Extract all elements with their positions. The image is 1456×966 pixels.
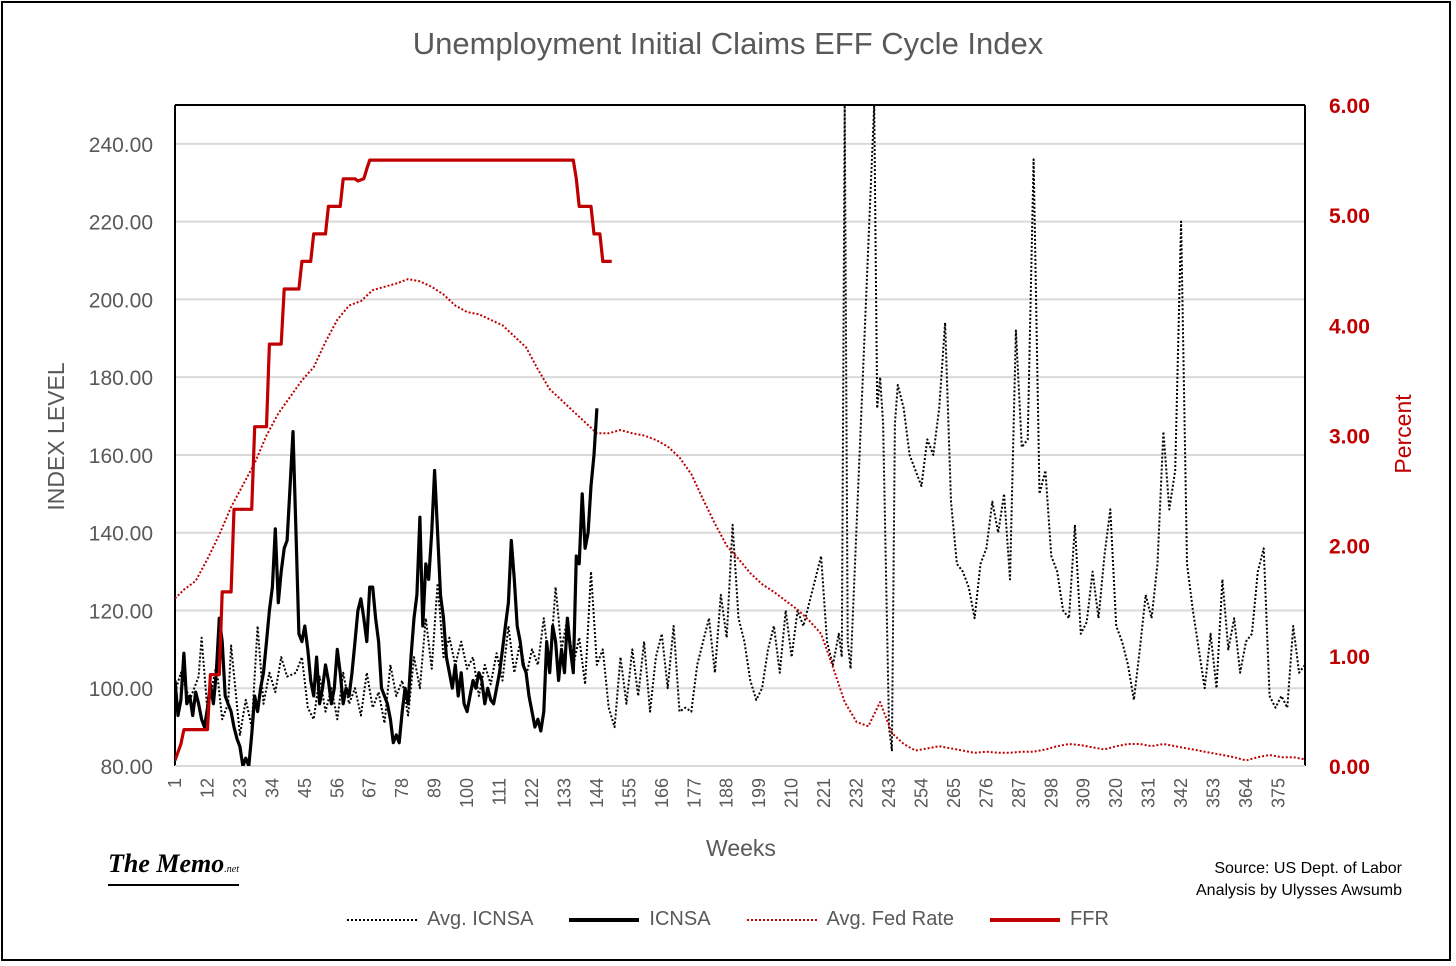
y-tick-label-left: 200.00	[89, 289, 153, 312]
x-tick-label: 210	[782, 778, 802, 808]
y-tick-label-right: 3.00	[1329, 426, 1370, 449]
x-tick-label: 254	[911, 778, 931, 808]
legend-swatch	[569, 917, 640, 922]
legend-item: Avg. ICNSA	[347, 908, 533, 931]
x-tick-label: 67	[360, 778, 380, 798]
x-tick-label: 177	[684, 778, 704, 808]
x-tick-label: 232	[847, 778, 867, 808]
memo-logo-suffix: .net	[224, 864, 239, 875]
x-tick-label: 122	[522, 778, 542, 808]
legend-label: Avg. Fed Rate	[826, 908, 955, 930]
source-line-2: Analysis by Ulysses Awsumb	[1196, 882, 1402, 899]
legend-label: FFR	[1070, 908, 1109, 930]
source-note: Source: US Dept. of Labor Analysis by Ul…	[1196, 858, 1402, 902]
x-tick-label: 23	[230, 778, 250, 798]
y-tick-label-right: 6.00	[1329, 95, 1370, 118]
legend: Avg. ICNSA ICNSA Avg. Fed Rate FFR	[0, 908, 1456, 931]
x-tick-label: 364	[1236, 778, 1256, 808]
y-tick-label-left: 100.00	[89, 678, 153, 701]
series-line-avg-icnsa	[175, 105, 1305, 752]
y-tick-label-right: 0.00	[1329, 756, 1370, 779]
x-tick-label: 353	[1204, 778, 1224, 808]
x-tick-label: 243	[879, 778, 899, 808]
x-tick-label: 89	[425, 778, 445, 798]
x-tick-label: 12	[197, 778, 217, 798]
x-tick-label: 320	[1106, 778, 1126, 808]
memo-logo: The Memo.net	[108, 850, 239, 886]
x-tick-label: 78	[392, 778, 412, 798]
x-tick-label: 287	[1009, 778, 1029, 808]
y-tick-label-right: 4.00	[1329, 315, 1370, 338]
x-tick-label: 56	[327, 778, 347, 798]
y-tick-label-left: 140.00	[89, 523, 153, 546]
y-tick-label-right: 5.00	[1329, 205, 1370, 228]
y-tick-label-left: 240.00	[89, 134, 153, 157]
x-tick-label: 45	[295, 778, 315, 798]
legend-swatch	[990, 917, 1061, 922]
x-tick-label: 133	[554, 778, 574, 808]
legend-swatch	[347, 918, 418, 921]
x-tick-label: 199	[749, 778, 769, 808]
x-tick-label: 144	[587, 778, 607, 808]
x-tick-label: 1	[165, 778, 185, 788]
y-axis-title-right: Percent	[1390, 394, 1416, 474]
y-tick-label-left: 120.00	[89, 600, 153, 623]
chart-title: Unemployment Initial Claims EFF Cycle In…	[412, 26, 1044, 61]
series-line-icnsa	[175, 408, 599, 766]
x-tick-label: 188	[717, 778, 737, 808]
x-tick-label: 375	[1268, 778, 1288, 808]
memo-logo-text: The Memo	[108, 849, 225, 878]
y-tick-label-left: 180.00	[89, 367, 153, 390]
x-tick-label: 100	[457, 778, 477, 808]
x-tick-label: 342	[1171, 778, 1191, 808]
series-line-avg-fed-rate	[175, 278, 1305, 762]
legend-item: Avg. Fed Rate	[746, 908, 955, 931]
x-tick-label: 265	[944, 778, 964, 808]
y-axis-title-left: INDEX LEVEL	[43, 362, 69, 510]
x-tick-label: 309	[1074, 778, 1094, 808]
y-tick-label-right: 2.00	[1329, 536, 1370, 559]
x-tick-label: 166	[652, 778, 672, 808]
series-line-ffr	[175, 158, 612, 762]
x-tick-label: 331	[1139, 778, 1159, 808]
y-tick-label-left: 220.00	[89, 212, 153, 235]
x-tick-label: 155	[619, 778, 639, 808]
source-line-1: Source: US Dept. of Labor	[1214, 860, 1402, 877]
x-tick-label: 276	[976, 778, 996, 808]
y-tick-label-right: 1.00	[1329, 646, 1370, 669]
y-tick-label-left: 80.00	[100, 756, 153, 779]
legend-label: Avg. ICNSA	[427, 908, 534, 930]
legend-item: ICNSA	[569, 908, 711, 931]
legend-label: ICNSA	[649, 908, 711, 930]
x-tick-label: 34	[262, 778, 282, 798]
y-tick-label-left: 160.00	[89, 445, 153, 468]
legend-item: FFR	[990, 908, 1109, 931]
x-tick-label: 221	[814, 778, 834, 808]
x-tick-label: 298	[1041, 778, 1061, 808]
x-tick-label: 111	[490, 778, 510, 805]
legend-swatch	[746, 918, 817, 921]
x-axis-title: Weeks	[706, 835, 776, 861]
